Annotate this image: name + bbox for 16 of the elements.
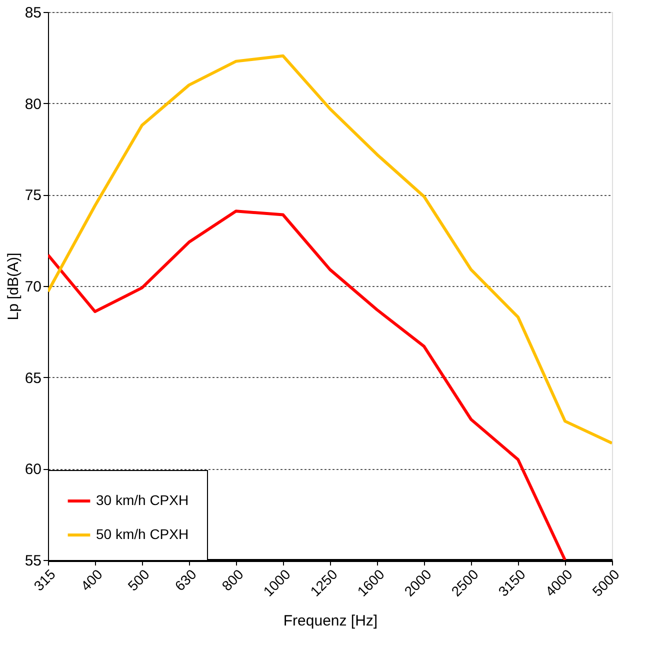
y-tick-label: 65 <box>24 370 42 387</box>
legend-label: 30 km/h CPXH <box>96 492 189 508</box>
y-tick-label: 70 <box>24 278 42 296</box>
x-tick-label: 500 <box>124 566 153 594</box>
y-tick-label: 75 <box>24 187 42 204</box>
x-axis-title: Frequenz [Hz] <box>283 612 378 630</box>
x-tick-label: 800 <box>218 566 247 594</box>
y-tick-label: 80 <box>24 96 42 113</box>
legend-label: 50 km/h CPXH <box>96 526 189 542</box>
y-tick-label: 85 <box>24 4 42 22</box>
x-tick-label: 630 <box>172 566 200 594</box>
y-axis-title: Lp [dB(A)] <box>4 252 22 320</box>
y-tick-label: 60 <box>24 461 42 478</box>
line-series <box>48 210 566 560</box>
x-tick-label: 400 <box>78 566 106 594</box>
line-series <box>48 54 612 445</box>
